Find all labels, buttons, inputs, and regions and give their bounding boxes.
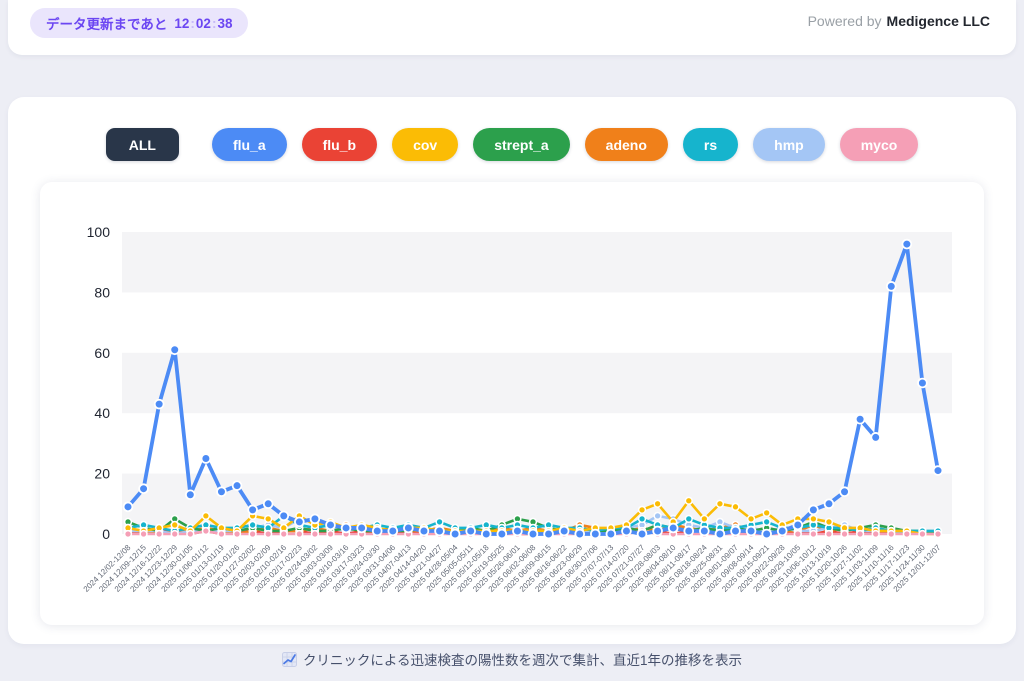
timer-hours: 12 [174, 15, 190, 31]
filter-chip-cov[interactable]: cov [392, 128, 459, 161]
timer-separator: : [190, 15, 195, 31]
timer-seconds: 38 [217, 15, 233, 31]
svg-text:0: 0 [102, 526, 110, 542]
dashboard-card: ALL flu_a flu_b cov strept_a adeno rs hmp myco 1… [8, 97, 1016, 644]
filter-chip-strept_a[interactable]: strept_a [473, 128, 570, 161]
svg-text:60: 60 [94, 345, 110, 361]
company-name: Medigence LLC [886, 13, 990, 29]
svg-text:80: 80 [94, 284, 110, 300]
timer-minutes: 02 [195, 15, 211, 31]
filter-chip-hmp[interactable]: hmp [753, 128, 825, 161]
filter-bar: ALL flu_a flu_b cov strept_a adeno rs hmp myco [8, 128, 1016, 161]
filter-chip-rs[interactable]: rs [682, 128, 739, 161]
timer-label: データ更新まであと [46, 17, 168, 32]
svg-text:40: 40 [94, 405, 110, 421]
powered-by: Powered by Medigence LLC [808, 8, 990, 29]
timer-value: 12:02:38 [174, 16, 232, 31]
filter-chip-flu_b[interactable]: flu_b [301, 128, 378, 161]
powered-by-prefix: Powered by [807, 13, 882, 29]
filter-chip-adeno[interactable]: adeno [584, 128, 668, 161]
filter-chip-all[interactable]: ALL [105, 128, 179, 161]
update-timer-badge: データ更新まであと 12:02:38 [30, 8, 249, 38]
filter-chip-flu_a[interactable]: flu_a [211, 128, 287, 161]
timer-separator: : [211, 15, 217, 31]
caption-text: クリニックによる迅速検査の陽性数を週次で集計、直近1年の推移を表示 [302, 653, 743, 668]
svg-text:20: 20 [94, 466, 110, 482]
filter-chip-myco[interactable]: myco [839, 128, 919, 161]
svg-text:100: 100 [87, 224, 111, 240]
header-bar: データ更新まであと 12:02:38 Powered by Medigence L… [8, 0, 1016, 55]
chart-increasing-icon [281, 651, 297, 667]
chart-card: 100 80 60 40 20 0 2024 12/02-12/08 2024 12/09-1… [40, 182, 984, 625]
chart-caption: クリニックによる迅速検査の陽性数を週次で集計、直近1年の推移を表示 [0, 649, 1024, 669]
